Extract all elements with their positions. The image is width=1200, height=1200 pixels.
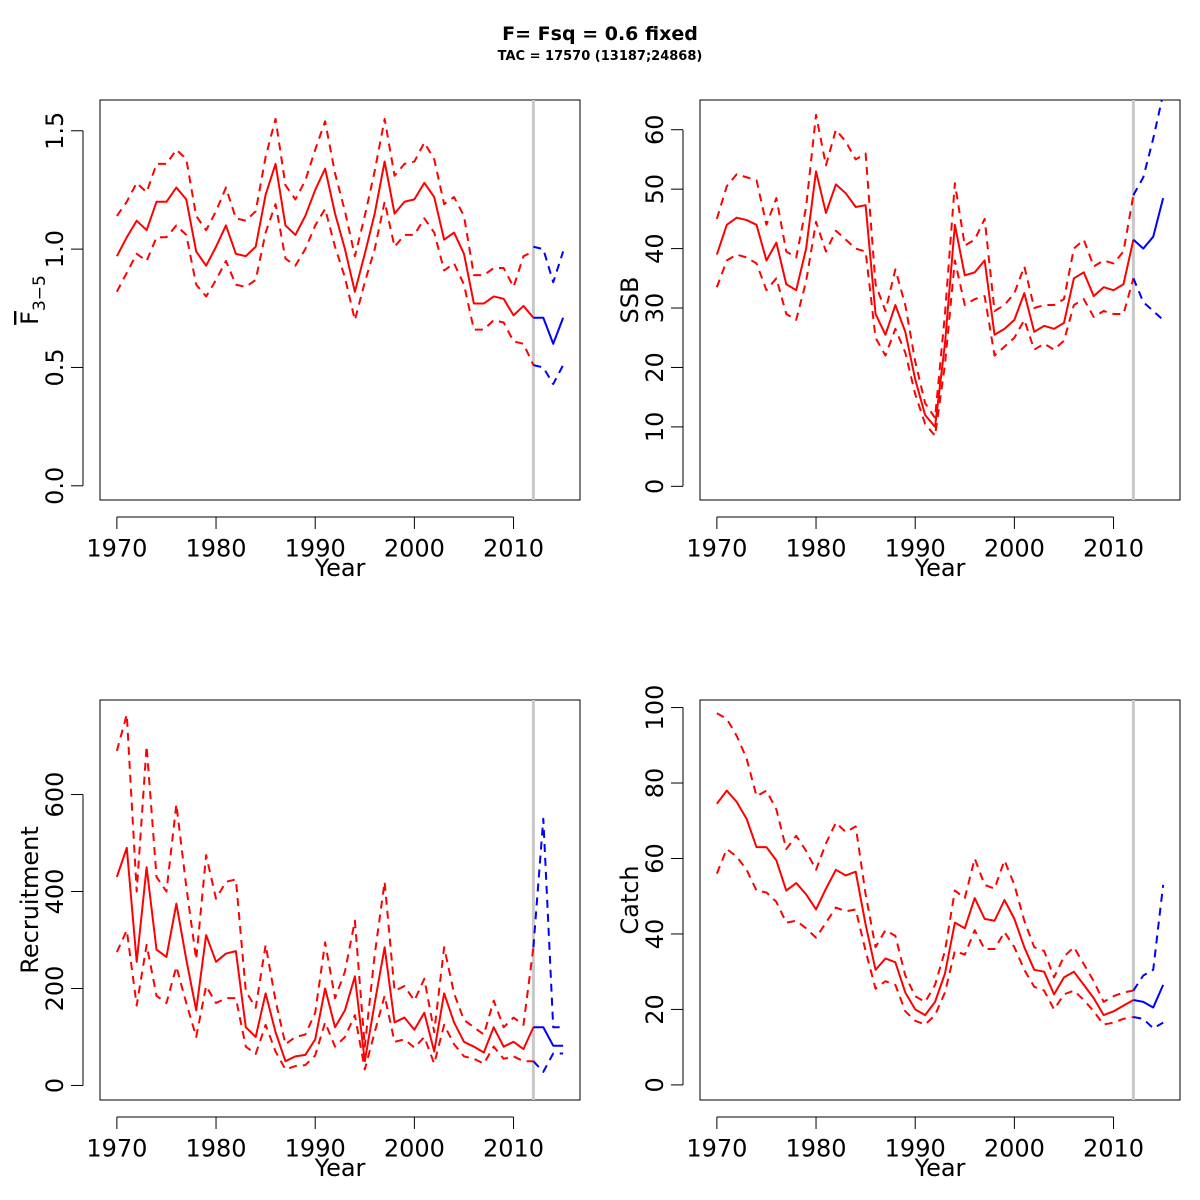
catch-historical-upper-line xyxy=(716,712,1134,1003)
ssb-data-area xyxy=(715,100,1165,500)
recruitment-projection-median-line xyxy=(533,1026,564,1047)
ssb-y-tick-label: 40 xyxy=(641,233,669,264)
ssb-panel: 1970 1980 1990 2000 2010 0 10 20 30 40 50 60 Year SSB xyxy=(616,99,1181,582)
recruitment-y-tick-label: 0 xyxy=(41,1078,69,1093)
recruitment-y-tick-label: 400 xyxy=(41,869,69,915)
f-y-tick-label: 0.0 xyxy=(41,467,69,505)
catch-projection-median-line xyxy=(1133,984,1165,1009)
catch-historical-lower-line xyxy=(715,848,1134,1026)
catch-panel: 1970 1980 1990 2000 2010 0 20 40 60 80 100 Year Catc… xyxy=(616,685,1181,1182)
recruitment-x-tick-label: 2010 xyxy=(483,1135,544,1163)
ssb-x-tick-label: 1990 xyxy=(885,535,946,563)
ssb-x-tick-label: 1970 xyxy=(686,535,747,563)
catch-historical-median-line xyxy=(716,789,1134,1017)
ssb-plot-frame xyxy=(699,99,1181,501)
f-plot-frame xyxy=(99,99,581,501)
f-y-axis-label-subscript: 3−5 xyxy=(30,275,50,311)
recruitment-historical-upper-line xyxy=(115,713,535,1048)
f-x-tick-label: 1990 xyxy=(285,535,346,563)
recruitment-historical-lower-line xyxy=(115,929,534,1071)
f-x-tick-label: 2010 xyxy=(483,535,544,563)
f-x-tick-label: 2000 xyxy=(384,535,445,563)
ssb-y-tick-label: 30 xyxy=(641,293,669,324)
figure-title: F= Fsq = 0.6 fixed xyxy=(502,23,698,45)
catch-x-tick-label: 2000 xyxy=(984,1135,1045,1163)
f-y-tick-label: 1.5 xyxy=(41,112,69,150)
catch-projection-upper-line xyxy=(1132,884,1165,992)
catch-x-tick-label: 1980 xyxy=(785,1135,846,1163)
ssb-historical-median-line xyxy=(715,170,1135,428)
ssb-y-tick-label: 60 xyxy=(641,114,669,145)
recruitment-y-tick-label: 600 xyxy=(41,772,69,818)
ssb-x-tick-label: 2010 xyxy=(1083,535,1144,563)
ssb-projection-lower-line xyxy=(1132,277,1164,321)
ssb-projection-upper-line xyxy=(1132,100,1163,196)
recruitment-data-area xyxy=(115,700,564,1100)
figure-subtitle: TAC = 17570 (13187;24868) xyxy=(498,49,703,64)
ssb-y-tick-label: 10 xyxy=(641,412,669,443)
catch-projection-lower-line xyxy=(1133,1015,1164,1030)
f-x-tick-label: 1970 xyxy=(86,535,147,563)
ssb-y-tick-label: 50 xyxy=(641,174,669,205)
catch-y-tick-label: 80 xyxy=(641,768,669,799)
catch-y-tick-label: 0 xyxy=(641,1077,669,1092)
recruitment-plot-frame xyxy=(99,699,581,1101)
f-projection-lower-line xyxy=(533,364,565,386)
catch-plot-frame xyxy=(699,699,1181,1101)
recruitment-projection-lower-line xyxy=(532,1052,564,1073)
f-x-axis-label: Year xyxy=(314,554,366,582)
catch-y-tick-label: 20 xyxy=(641,994,669,1025)
f-projection-median-line xyxy=(533,316,565,345)
catch-y-axis-label: Catch xyxy=(616,865,644,934)
recruitment-x-axis-label: Year xyxy=(314,1154,366,1182)
catch-y-tick-label: 40 xyxy=(641,919,669,950)
ssb-historical-upper-line xyxy=(715,113,1135,419)
recruitment-x-tick-label: 2000 xyxy=(384,1135,445,1163)
f-panel: 1970 1980 1990 2000 2010 0.0 0.5 1.0 1.5 Year F3−5 xyxy=(16,99,581,582)
ssb-y-axis-label: SSB xyxy=(616,277,644,324)
recruitment-historical-median-line xyxy=(115,846,535,1063)
recruitment-y-tick-label: 200 xyxy=(41,966,69,1012)
f-historical-median-line xyxy=(115,160,535,319)
f-y-tick-label: 0.5 xyxy=(41,348,69,386)
recruitment-x-tick-label: 1980 xyxy=(185,1135,246,1163)
f-y-axis-label-main: F xyxy=(16,311,44,325)
ssb-x-tick-label: 1980 xyxy=(785,535,846,563)
ssb-historical-lower-line xyxy=(715,220,1135,437)
recruitment-x-tick-label: 1990 xyxy=(285,1135,346,1163)
catch-y-tick-label: 60 xyxy=(641,843,669,874)
recruitment-y-axis-label: Recruitment xyxy=(16,826,44,973)
f-x-tick-label: 1980 xyxy=(185,535,246,563)
recruitment-projection-upper-line xyxy=(532,817,564,1029)
recruitment-x-tick-label: 1970 xyxy=(86,1135,147,1163)
f-projection-upper-line xyxy=(533,245,565,284)
f-historical-upper-line xyxy=(116,117,534,288)
catch-x-tick-label: 1990 xyxy=(885,1135,946,1163)
catch-x-tick-label: 1970 xyxy=(686,1135,747,1163)
f-historical-lower-line xyxy=(115,200,535,366)
ssb-projection-median-line xyxy=(1132,197,1165,250)
recruitment-panel: 1970 1980 1990 2000 2010 0 200 400 600 Year Recrui… xyxy=(16,699,581,1182)
ssb-y-tick-label: 20 xyxy=(641,352,669,383)
f-data-area xyxy=(115,100,565,500)
ssb-y-tick-label: 0 xyxy=(641,479,669,494)
catch-x-tick-label: 2010 xyxy=(1083,1135,1144,1163)
catch-y-tick-label: 100 xyxy=(641,685,669,731)
catch-x-axis-label: Year xyxy=(914,1154,966,1182)
catch-data-area xyxy=(715,700,1165,1100)
ssb-x-tick-label: 2000 xyxy=(984,535,1045,563)
f-y-tick-label: 1.0 xyxy=(41,230,69,268)
f-y-axis-label: F3−5 xyxy=(16,275,50,325)
ssb-x-axis-label: Year xyxy=(914,554,966,582)
